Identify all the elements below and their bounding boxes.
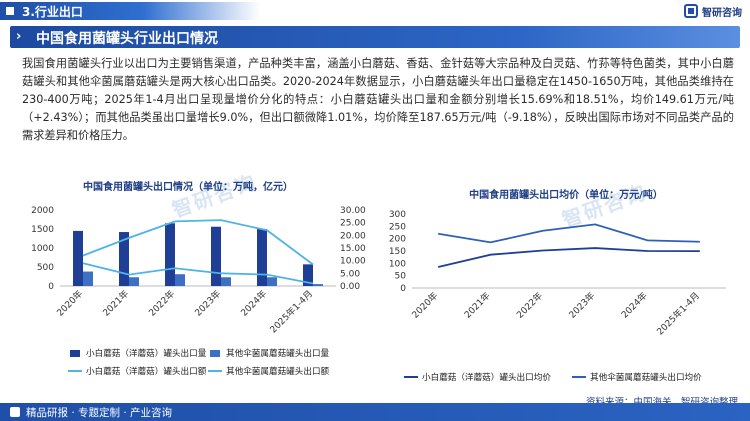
y-tick-label-right: 0.00	[340, 282, 360, 292]
export-price-chart-svg: 中国食用菌罐头出口均价（单位：万元/吨） 0 50 100 150 200 250 300 20…	[389, 188, 726, 383]
bar	[165, 223, 175, 286]
y-tick-label-left: 2000	[31, 206, 54, 216]
y-tick-label-right: 15.00	[340, 244, 366, 254]
x-tick-label: 2024年	[238, 288, 269, 319]
title-bar: › 中国食用菌罐头行业出口情况	[10, 26, 740, 48]
y-tick-label-left: 1000	[31, 244, 54, 254]
y-tick-label-right: 5.00	[340, 269, 360, 279]
y-tick-label: 200	[389, 235, 406, 245]
y-tick-label: 300	[389, 210, 406, 220]
x-tick-label: 2020年	[409, 290, 440, 321]
y-tick-label: 0	[400, 284, 406, 294]
section-tag: 3.行业出口	[0, 2, 260, 20]
y-tick-label-right: 10.00	[340, 257, 366, 267]
bar	[119, 232, 129, 286]
bar	[303, 264, 313, 286]
series-line	[438, 223, 700, 244]
bar	[73, 230, 83, 286]
x-tick-label: 2023年	[566, 290, 597, 321]
x-tick-label: 2025年1-4月	[267, 288, 315, 336]
page-title: 中国食用菌罐头行业出口情况	[36, 31, 218, 47]
chart-title: 中国食用菌罐头出口情况（单位：万吨，亿元）	[83, 180, 293, 193]
series-line	[437, 247, 700, 268]
y-tick-label-left: 1500	[31, 225, 54, 235]
export-volume-chart-svg: 中国食用菌罐头出口情况（单位：万吨，亿元） 0 500 1000 1500 2000 0.0…	[31, 180, 366, 377]
bar	[175, 274, 185, 286]
legend-label: 小白蘑菇（洋蘑菇）罐头出口均价	[422, 371, 551, 383]
x-tick-label: 2021年	[462, 290, 493, 321]
y-tick-label: 250	[389, 222, 406, 232]
source-note: 资料来源：中国海关、智研咨询整理	[586, 394, 738, 408]
section-square-icon	[6, 7, 14, 15]
series-line	[82, 262, 314, 285]
y-tick-label-left: 500	[37, 263, 54, 273]
y-tick-label-right: 25.00	[340, 219, 366, 229]
x-tick-label: 2022年	[146, 288, 177, 319]
x-tick-label: 2025年1-4月	[654, 290, 702, 338]
brand: 智研咨询	[684, 3, 742, 19]
x-tick-label: 2021年	[100, 288, 131, 319]
bar	[83, 271, 93, 286]
y-tick-label: 100	[389, 259, 406, 269]
legend-label: 其他伞菌属蘑菇罐头出口均价	[590, 371, 702, 383]
brand-logo-icon	[684, 4, 698, 18]
y-tick-label-left: 0	[48, 282, 54, 292]
footer-icon	[10, 407, 20, 417]
export-volume-chart: 中国食用菌罐头出口情况（单位：万吨，亿元） 0 500 1000 1500 2000 0.0…	[8, 176, 368, 384]
legend-label: 小白蘑菇（洋蘑菇）罐头出口额	[86, 365, 207, 377]
footer: 精品研报 · 专题定制 · 产业咨询	[0, 403, 750, 421]
bar	[313, 284, 323, 286]
series-line	[82, 219, 314, 266]
x-tick-label: 2024年	[619, 290, 650, 321]
bar	[267, 277, 277, 286]
export-price-chart: 中国食用菌罐头出口均价（单位：万元/吨） 0 50 100 150 200 250 300 20…	[386, 176, 742, 384]
y-tick-label-right: 20.00	[340, 231, 366, 241]
bar	[257, 229, 267, 286]
y-tick-label-right: 30.00	[340, 206, 366, 216]
bar	[221, 277, 231, 286]
bar	[211, 226, 221, 286]
legend-label: 其他伞菌属蘑菇罐头出口量	[226, 347, 330, 359]
y-tick-label: 50	[395, 272, 407, 282]
footer-text: 精品研报 · 专题定制 · 产业咨询	[26, 407, 173, 419]
legend-label: 小白蘑菇（洋蘑菇）罐头出口量	[86, 347, 207, 359]
legend-swatch	[210, 350, 220, 357]
legend-swatch	[70, 350, 80, 357]
y-tick-label: 150	[389, 247, 406, 257]
x-tick-label: 2020年	[54, 288, 85, 319]
legend-label: 其他伞菌属蘑菇罐头出口额	[226, 365, 330, 377]
intro-paragraph: 我国食用菌罐头行业以出口为主要销售渠道，产品种类丰富，涵盖小白蘑菇、香菇、金针菇…	[22, 57, 734, 142]
x-tick-label: 2022年	[514, 290, 545, 321]
chevron-right-icon: ›	[16, 29, 22, 44]
brand-name: 智研咨询	[702, 7, 742, 19]
bar	[129, 277, 139, 286]
chart-title: 中国食用菌罐头出口均价（单位：万元/吨）	[469, 188, 663, 201]
x-tick-label: 2023年	[192, 288, 223, 319]
section-label: 3.行业出口	[22, 5, 83, 19]
top-bar: 3.行业出口 智研咨询	[0, 0, 750, 22]
